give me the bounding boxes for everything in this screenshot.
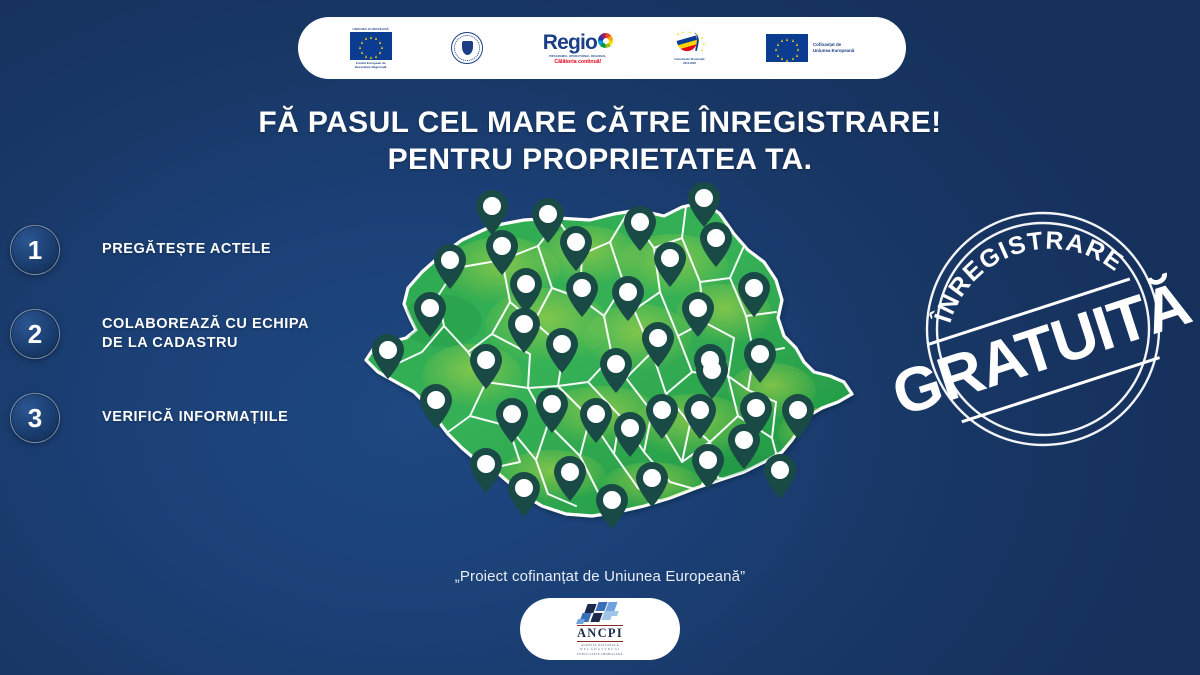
step-number-badge-1: 1 xyxy=(10,225,60,275)
eu-right-caption: Cofinanțat de Uniunea Europeană xyxy=(813,42,855,53)
eu-stars xyxy=(350,32,392,60)
ancpi-mark-icon xyxy=(576,602,623,625)
logo-ancpi: ANCPI AGENȚIA NAȚIONALĂ D E C A D A S T … xyxy=(520,598,680,660)
funding-logo-bar: UNIUNEA EUROPEANĂ Fondul European de Dez… xyxy=(298,17,906,79)
step-label-3: VERIFICĂ INFORMAȚIILE xyxy=(102,409,289,426)
headline-line-2: PENTRU PROPRIETATEA TA. xyxy=(387,142,813,176)
step-item-3: 3 VERIFICĂ INFORMAȚIILE xyxy=(10,393,340,443)
eu-stars-right xyxy=(766,34,808,62)
step-label-2: COLABOREAZĂ CU ECHIPA DE LA CADASTRU xyxy=(102,315,310,351)
crest-shape xyxy=(461,41,473,55)
footer-caption: „Proiect cofinanțat de Uniunea Europeană… xyxy=(454,568,746,585)
headline-line-1: FĂ PASUL CEL MARE CĂTRE ÎNREGISTRARE! xyxy=(258,106,942,139)
step-number-badge-2: 2 xyxy=(10,309,60,359)
eu-left-caption-bottom: Fondul European de Dezvoltare Regională xyxy=(355,60,387,69)
step-item-2: 2 COLABOREAZĂ CU ECHIPA DE LA CADASTRU xyxy=(10,309,340,359)
status-badge-free-registration: ÎNREGISTRARE GRATUITĂ xyxy=(884,205,1198,453)
romania-map xyxy=(352,176,872,556)
logo-regio: Regio PROGRAMUL OPERAȚIONAL REGIONAL Căl… xyxy=(542,31,614,65)
instrumente-mark-icon xyxy=(673,31,707,57)
regio-wordmark: Regio xyxy=(542,31,614,55)
ancpi-subtitle: AGENȚIA NAȚIONALĂ D E C A D A S T R U Ș … xyxy=(576,643,624,656)
regio-subtitle-small: PROGRAMUL OPERAȚIONAL REGIONAL xyxy=(549,55,607,58)
steps-list: 1 PREGĂTEȘTE ACTELE 2 COLABOREAZĂ CU ECH… xyxy=(10,225,340,477)
step-item-1: 1 PREGĂTEȘTE ACTELE xyxy=(10,225,340,275)
stamp-main-text: GRATUITĂ xyxy=(884,269,1198,430)
ancpi-wordmark: ANCPI xyxy=(576,625,624,642)
logo-european-union-erdf: UNIUNEA EUROPEANĂ Fondul European de Dez… xyxy=(349,26,392,70)
regio-subtitle-red: Călătoria continuă! xyxy=(554,59,602,65)
logo-instrumente-structurale: Instrumente Structurale 2014-2020 xyxy=(673,31,707,65)
page-title: FĂ PASUL CEL MARE CĂTRE ÎNREGISTRARE! PE… xyxy=(0,105,1200,178)
eu-flag-icon-right xyxy=(766,34,809,62)
regio-word: Regio xyxy=(542,31,598,54)
logo-cofinantat-uniunea-europeana: Cofinanțat de Uniunea Europeană xyxy=(766,34,854,62)
regio-color-wheel-icon xyxy=(598,33,614,48)
stamp-main-block: GRATUITĂ xyxy=(884,269,1198,430)
logo-guvernul-romaniei xyxy=(451,32,484,64)
step-label-1: PREGĂTEȘTE ACTELE xyxy=(102,241,272,258)
map-pin-group xyxy=(372,182,814,529)
eu-flag-icon xyxy=(349,31,392,60)
eu-left-caption-top: UNIUNEA EUROPEANĂ xyxy=(352,26,390,31)
government-seal-icon xyxy=(451,32,484,64)
step-number-badge-3: 3 xyxy=(10,393,60,443)
instrumente-caption: Instrumente Structurale 2014-2020 xyxy=(674,58,705,65)
